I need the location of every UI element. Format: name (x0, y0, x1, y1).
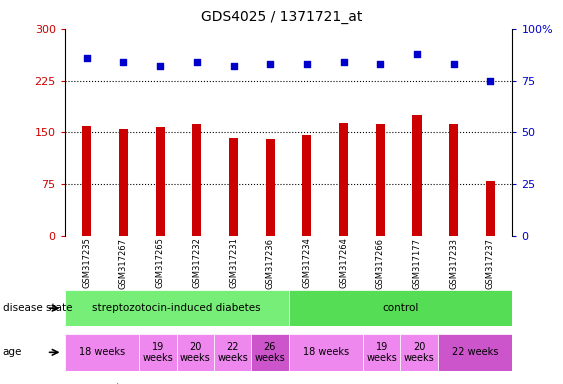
Point (376, 61, 385, 67)
Bar (339, 124, 348, 236)
Point (82, 55, 91, 61)
Text: 22
weeks: 22 weeks (217, 341, 248, 363)
Bar (266, 139, 275, 236)
Bar (412, 115, 422, 236)
Text: age: age (3, 347, 22, 358)
Bar (289, 334, 363, 371)
Bar (214, 334, 251, 371)
Point (413, 51, 422, 57)
Text: 20
weeks: 20 weeks (404, 341, 435, 363)
Bar (65, 334, 140, 371)
Bar (289, 290, 512, 326)
Bar (229, 138, 238, 236)
Bar (155, 127, 165, 236)
Bar (119, 129, 128, 236)
Bar (177, 334, 214, 371)
Bar (65, 290, 289, 326)
Point (449, 61, 458, 67)
Bar (486, 181, 495, 236)
Point (386, 70, 395, 76)
Text: streptozotocin-induced diabetes: streptozotocin-induced diabetes (92, 303, 261, 313)
Bar (302, 134, 311, 236)
Text: 18 weeks: 18 weeks (79, 347, 125, 358)
Point (302, 61, 311, 67)
Bar (438, 334, 512, 371)
Bar (140, 334, 177, 371)
Text: 19
weeks: 19 weeks (367, 341, 397, 363)
Point (266, 61, 275, 67)
Text: disease state: disease state (3, 303, 72, 313)
Point (229, 63, 238, 69)
Point (339, 59, 348, 65)
Point (119, 59, 128, 65)
Point (193, 59, 202, 65)
Text: 22 weeks: 22 weeks (452, 347, 498, 358)
Text: count: count (90, 383, 121, 384)
Point (155, 63, 164, 69)
Point (386, 269, 395, 275)
Point (486, 78, 495, 84)
Text: 20
weeks: 20 weeks (180, 341, 211, 363)
Text: 19
weeks: 19 weeks (142, 341, 173, 363)
Bar (449, 124, 458, 236)
Bar (400, 334, 438, 371)
Bar (376, 124, 385, 236)
Bar (251, 334, 288, 371)
Text: control: control (382, 303, 419, 313)
Text: 18 weeks: 18 weeks (303, 347, 349, 358)
Bar (192, 124, 202, 236)
Text: GDS4025 / 1371721_at: GDS4025 / 1371721_at (201, 10, 362, 23)
Text: 26
weeks: 26 weeks (254, 341, 285, 363)
Bar (82, 126, 91, 236)
Bar (363, 334, 400, 371)
